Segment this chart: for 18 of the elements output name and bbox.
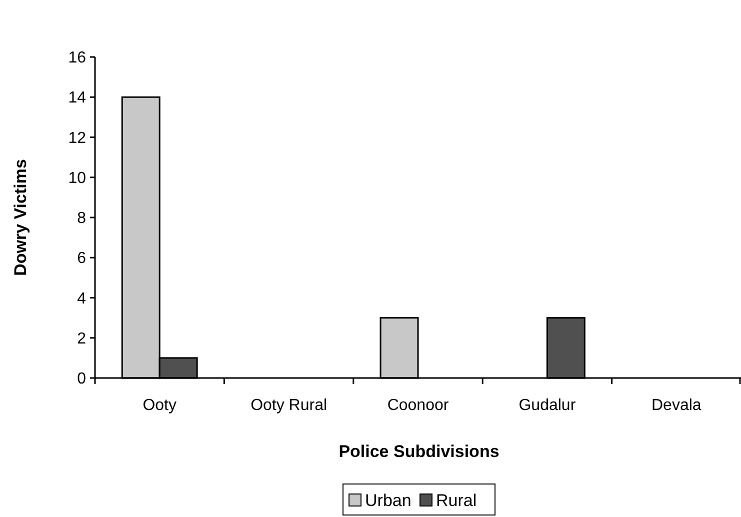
y-axis-title: Dowry Victims <box>11 159 30 276</box>
x-tick-label: Ooty <box>142 397 176 414</box>
x-tick-label: Gudalur <box>518 397 576 414</box>
y-tick-label: 14 <box>68 90 86 107</box>
y-tick-label: 10 <box>68 170 86 187</box>
x-axis-title: Police Subdivisions <box>338 442 500 461</box>
legend-label: Urban <box>365 490 412 510</box>
y-tick-label: 6 <box>77 250 86 268</box>
y-tick-label: 12 <box>68 130 86 147</box>
y-tick-label: 2 <box>77 330 86 348</box>
x-tick-label: Ooty Rural <box>250 397 328 414</box>
y-tick-label: 8 <box>77 210 86 228</box>
y-tick-label: 0 <box>77 370 86 388</box>
x-tick-label: Coonoor <box>387 397 450 414</box>
legend-label: Rural <box>436 490 477 510</box>
x-tick-label: Devala <box>651 397 702 414</box>
y-tick-label: 16 <box>68 50 86 67</box>
y-tick-label: 4 <box>77 290 86 308</box>
